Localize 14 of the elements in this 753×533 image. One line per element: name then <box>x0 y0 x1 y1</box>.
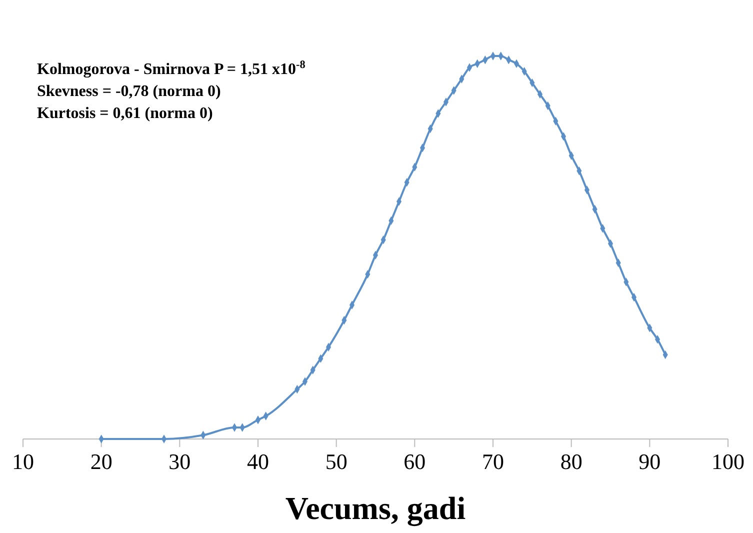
x-axis-title: Vecums, gadi <box>285 490 466 527</box>
x-tick-label: 70 <box>482 449 504 474</box>
x-tick-label: 80 <box>560 449 582 474</box>
x-tick-label: 10 <box>12 449 34 474</box>
x-tick-label: 20 <box>90 449 112 474</box>
annotation: Kolmogorova - Smirnova P = 1,51 x10$^{-8}$ <box>37 59 306 78</box>
x-tick-label: 60 <box>404 449 426 474</box>
x-tick-label: 100 <box>712 449 744 474</box>
x-tick-label: 40 <box>247 449 269 474</box>
x-tick-label: 50 <box>325 449 348 474</box>
annotation: Skevness = -0,78 (norma 0) <box>37 83 221 100</box>
annotation: Kurtosis = 0,61 (norma 0) <box>37 105 213 122</box>
x-tick-label: 30 <box>168 449 191 474</box>
x-tick-label: 90 <box>638 449 661 474</box>
